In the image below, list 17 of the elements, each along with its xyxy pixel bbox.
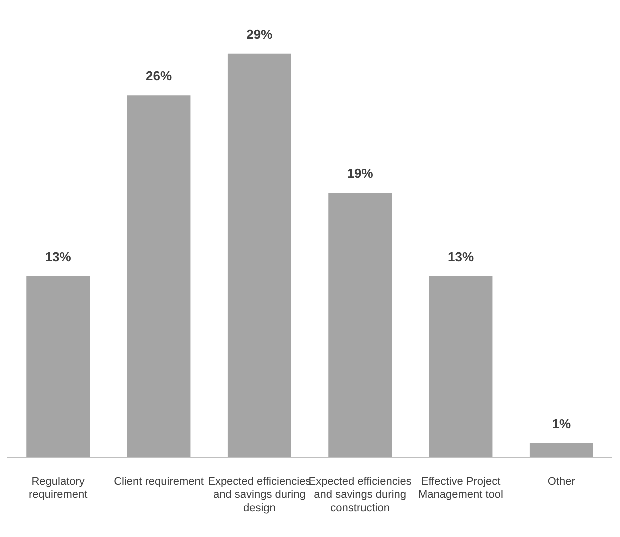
data-label: 19%: [347, 166, 374, 182]
bar: [127, 96, 191, 458]
x-tick-label: Expected efficiencies and savings during design: [208, 476, 312, 514]
bar: [530, 443, 594, 458]
x-tick-label: Effective Project Management tool: [418, 476, 504, 502]
data-label: 13%: [448, 250, 474, 265]
bar: [429, 276, 493, 458]
data-label: 29%: [246, 26, 274, 42]
x-tick-label: Other: [548, 476, 576, 488]
data-label: 26%: [146, 68, 172, 84]
x-tick-label: Client requirement: [114, 476, 204, 488]
bar: [228, 54, 292, 458]
data-label: 1%: [552, 416, 572, 432]
x-tick-label: Regulatory requirement: [28, 476, 88, 502]
data-label: 13%: [45, 250, 72, 265]
bar: [26, 276, 90, 458]
bar: [328, 193, 392, 458]
